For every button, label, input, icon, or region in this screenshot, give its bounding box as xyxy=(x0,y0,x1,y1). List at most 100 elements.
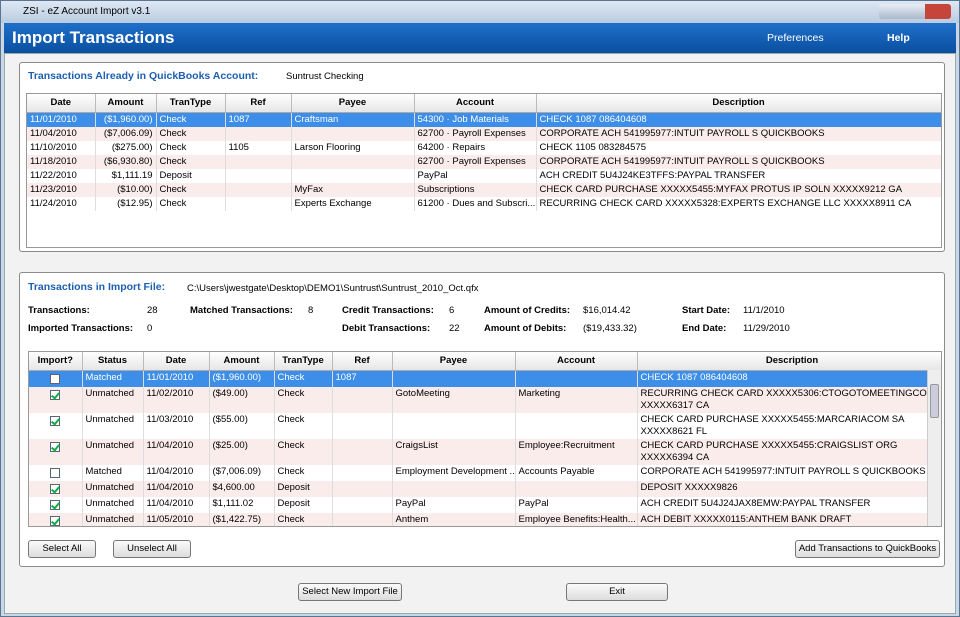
stat-value: 11/29/2010 xyxy=(743,323,790,334)
table-cell: Check xyxy=(156,154,226,169)
table-cell: ($1,960.00) xyxy=(95,112,157,127)
table-cell: 1087 xyxy=(225,112,292,127)
table-cell: ($6,930.80) xyxy=(95,154,157,169)
import-checkbox[interactable] xyxy=(50,373,60,384)
stat-label: Credit Transactions: xyxy=(342,305,434,316)
table-row: 11/10/2010 ($275.00) Check 1105 Larson Floor… xyxy=(27,140,941,155)
table-cell: 11/18/2010 xyxy=(27,154,96,169)
import-checkbox[interactable] xyxy=(50,515,60,526)
select-all-button[interactable]: Select All xyxy=(28,540,96,558)
table-cell: RECURRING CHECK CARD XXXXX5328:EXPERTS E… xyxy=(536,196,941,211)
table-row: Unmatched 11/03/2010 ($55.00) Check CHECK CA… xyxy=(29,412,941,439)
add-transactions-button[interactable]: Add Transactions to QuickBooks xyxy=(795,540,940,558)
table-cell: 11/10/2010 xyxy=(27,140,96,155)
table-cell xyxy=(291,126,415,141)
table-cell: Check xyxy=(156,140,226,155)
table-cell: Check xyxy=(156,196,226,211)
table-cell: Deposit xyxy=(274,496,333,513)
table-cell: CHECK CARD PURCHASE XXXXX5455:MARCARIACO… xyxy=(637,412,941,439)
table-cell: Deposit xyxy=(156,168,226,183)
table-cell xyxy=(332,464,393,481)
unselect-all-button[interactable]: Unselect All xyxy=(113,540,191,558)
table-cell xyxy=(332,496,393,513)
stat-value: 22 xyxy=(449,323,460,334)
window-title: ZSI - eZ Account Import v3.1 xyxy=(23,6,151,17)
stat-label: Amount of Credits: xyxy=(484,305,571,316)
import-checkbox[interactable] xyxy=(50,389,60,400)
window-controls[interactable] xyxy=(879,4,951,19)
table-cell: 11/04/2010 xyxy=(143,438,210,465)
scrollbar[interactable] xyxy=(927,370,941,526)
scroll-thumb[interactable] xyxy=(930,384,939,418)
exit-button[interactable]: Exit xyxy=(566,583,668,601)
select-file-button[interactable]: Select New Import File xyxy=(298,583,402,601)
column-header: TranType xyxy=(156,94,226,113)
table-cell: Check xyxy=(274,438,333,465)
table-cell: ($49.00) xyxy=(209,386,275,413)
stat-value: 6 xyxy=(449,305,455,316)
stat-value: 11/1/2010 xyxy=(743,305,785,316)
column-header: Description xyxy=(536,94,941,113)
table-cell xyxy=(29,370,83,387)
table-cell: Marketing xyxy=(515,386,638,413)
table-cell: PayPal xyxy=(515,496,638,513)
stat-label: Matched Transactions: xyxy=(190,305,293,316)
table-cell: CORPORATE ACH 541995977:INTUIT PAYROLL S… xyxy=(536,154,941,169)
stat-value: 0 xyxy=(147,323,153,334)
close-button[interactable] xyxy=(925,4,951,19)
table-cell: Check xyxy=(274,412,333,439)
table-cell: Accounts Payable xyxy=(515,464,638,481)
table-row: Unmatched 11/04/2010 $4,600.00 Deposit DEPOS… xyxy=(29,480,941,497)
table-row: Matched 11/01/2010 ($1,960.00) Check 1087 CHE… xyxy=(29,370,941,387)
table-cell: Check xyxy=(274,370,333,387)
column-header: Ref xyxy=(332,352,393,371)
header-bar: Import Transactions Preferences Help xyxy=(4,23,956,53)
menu-item[interactable]: Help xyxy=(887,32,910,44)
table-cell: CORPORATE ACH 541995977:INTUIT PAYROLL S… xyxy=(536,126,941,141)
main-area: Transactions Already in QuickBooks Accou… xyxy=(4,53,956,614)
import-checkbox[interactable] xyxy=(50,415,60,426)
table-cell xyxy=(225,126,292,141)
table-cell xyxy=(225,168,292,183)
table-cell: Check xyxy=(156,112,226,127)
table-cell xyxy=(392,480,516,497)
table-cell: ($1,422.75) xyxy=(209,512,275,526)
table-cell: ($7,006.09) xyxy=(95,126,157,141)
stat-value: 28 xyxy=(147,305,158,316)
table-cell: 11/02/2010 xyxy=(143,386,210,413)
table-cell: CHECK CARD PURCHASE XXXXX5455:MYFAX PROT… xyxy=(536,182,941,197)
table-row: Unmatched 11/04/2010 $1,111.02 Deposit PayPa… xyxy=(29,496,941,513)
table-cell: Unmatched xyxy=(82,496,144,513)
table-row: 11/01/2010 ($1,960.00) Check 1087 Craftsman 5… xyxy=(27,112,941,127)
table-cell xyxy=(29,512,83,526)
table-cell xyxy=(332,512,393,526)
table-cell xyxy=(332,480,393,497)
table-row: Unmatched 11/04/2010 ($25.00) Check CraigsLi… xyxy=(29,438,941,465)
table-cell: Craftsman xyxy=(291,112,415,127)
table-cell xyxy=(29,438,83,465)
stat-label: Transactions: xyxy=(28,305,90,316)
table-cell: CHECK 1087 086404608 xyxy=(536,112,941,127)
menu-item[interactable]: Preferences xyxy=(767,32,824,44)
import-checkbox[interactable] xyxy=(50,499,60,510)
table-cell: RECURRING CHECK CARD XXXXX5306:CTOGOTOME… xyxy=(637,386,941,413)
import-checkbox[interactable] xyxy=(50,467,60,478)
table-row: 11/23/2010 ($10.00) Check MyFax Subscription… xyxy=(27,182,941,197)
table-cell: ($55.00) xyxy=(209,412,275,439)
column-header: Account xyxy=(414,94,537,113)
table-cell: Unmatched xyxy=(82,412,144,439)
table: Import? Status Date Amount TranType Ref Payee A… xyxy=(29,352,941,526)
column-header: Date xyxy=(143,352,210,371)
table-cell: 64200 · Repairs xyxy=(414,140,537,155)
column-header: Payee xyxy=(392,352,516,371)
table-row: 11/24/2010 ($12.95) Check Experts Exchange 6… xyxy=(27,196,941,211)
table-cell: Check xyxy=(274,464,333,481)
stat-label: Debit Transactions: xyxy=(342,323,431,334)
stat-value: ($19,433.32) xyxy=(583,323,637,334)
table-cell: $1,111.02 xyxy=(209,496,275,513)
import-checkbox[interactable] xyxy=(50,483,60,494)
table-cell xyxy=(225,182,292,197)
table-cell xyxy=(332,438,393,465)
import-checkbox[interactable] xyxy=(50,441,60,452)
table-cell: CraigsList xyxy=(392,438,516,465)
